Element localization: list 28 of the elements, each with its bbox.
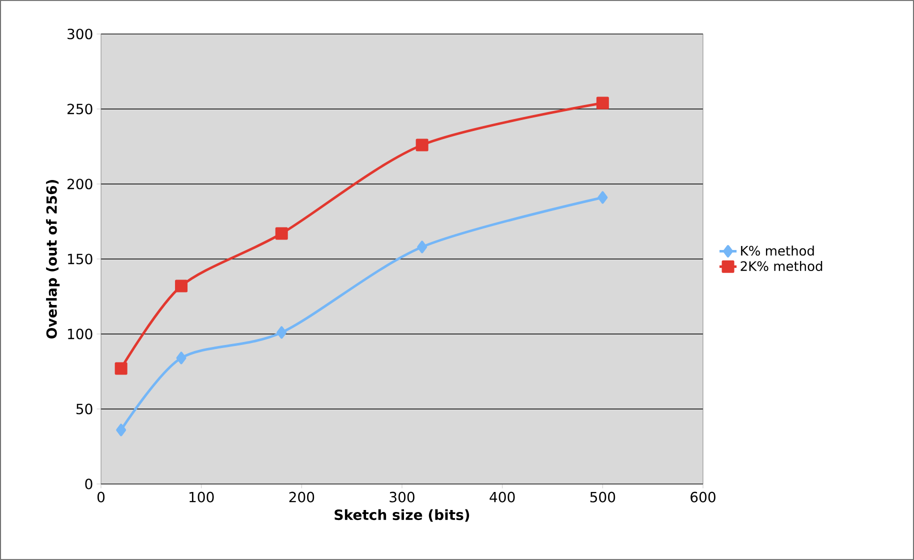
- x-tick-label: 100: [190, 492, 214, 502]
- y-tick-label: 200: [68, 178, 92, 190]
- y-tick-label: 50: [76, 404, 92, 414]
- point: [114, 362, 128, 375]
- x-tick-label: 600: [690, 492, 716, 502]
- point: [175, 280, 188, 292]
- point: [596, 96, 609, 110]
- x-tick-label: 400: [490, 492, 515, 502]
- point: [417, 240, 428, 254]
- x-tick-label: 0: [97, 492, 105, 502]
- y-axis-title: Overlap (out of 256): [46, 180, 60, 338]
- legend-label: K% method: [741, 246, 814, 256]
- y-tick-label: 300: [68, 28, 92, 40]
- legend-label: 2K% method: [740, 260, 822, 272]
- x-tick-label: 500: [590, 492, 616, 502]
- point: [176, 352, 186, 364]
- point: [598, 191, 608, 204]
- point: [276, 326, 287, 339]
- point: [275, 227, 288, 240]
- point: [416, 138, 428, 152]
- y-tick-label: 0: [85, 478, 92, 490]
- point: [116, 424, 126, 436]
- y-tick-label: 250: [68, 104, 92, 114]
- x-tick-label: 300: [390, 492, 414, 502]
- y-tick-label: 150: [68, 254, 92, 264]
- x-tick-label: 200: [289, 492, 314, 502]
- x-axis-title: Sketch size (bits): [334, 509, 470, 522]
- y-tick-label: 100: [68, 328, 92, 340]
